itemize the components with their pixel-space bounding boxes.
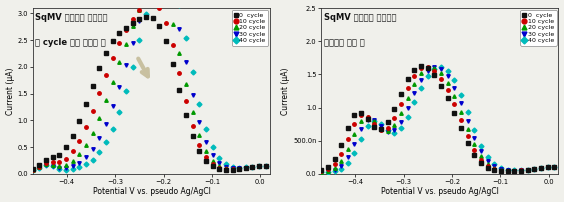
- X-axis label: Potential V vs. pseudo Ag/AgCl: Potential V vs. pseudo Ag/AgCl: [381, 187, 499, 196]
- Legend: 0  cycle, 10 cycle, 20 cycle, 30 cycle, 40 cycle: 0 cycle, 10 cycle, 20 cycle, 30 cycle, 4…: [232, 10, 268, 46]
- X-axis label: Potential V vs. pseudo Ag/AgCl: Potential V vs. pseudo Ag/AgCl: [92, 187, 210, 196]
- Text: 각 cycle 마다 증폭될 때: 각 cycle 마다 증폭될 때: [35, 38, 106, 47]
- Y-axis label: Current (μA): Current (μA): [6, 67, 15, 115]
- Legend: 0  cycle, 10 cycle, 20 cycle, 30 cycle, 40 cycle: 0 cycle, 10 cycle, 20 cycle, 30 cycle, 4…: [521, 10, 557, 46]
- Text: SqMV 바이러스 유전자가: SqMV 바이러스 유전자가: [35, 13, 108, 22]
- Text: SqMV 바이러스 유전자가: SqMV 바이러스 유전자가: [324, 13, 396, 22]
- Text: 존재하지 않을 때: 존재하지 않을 때: [324, 38, 364, 47]
- Y-axis label: Current (μA): Current (μA): [281, 67, 290, 115]
